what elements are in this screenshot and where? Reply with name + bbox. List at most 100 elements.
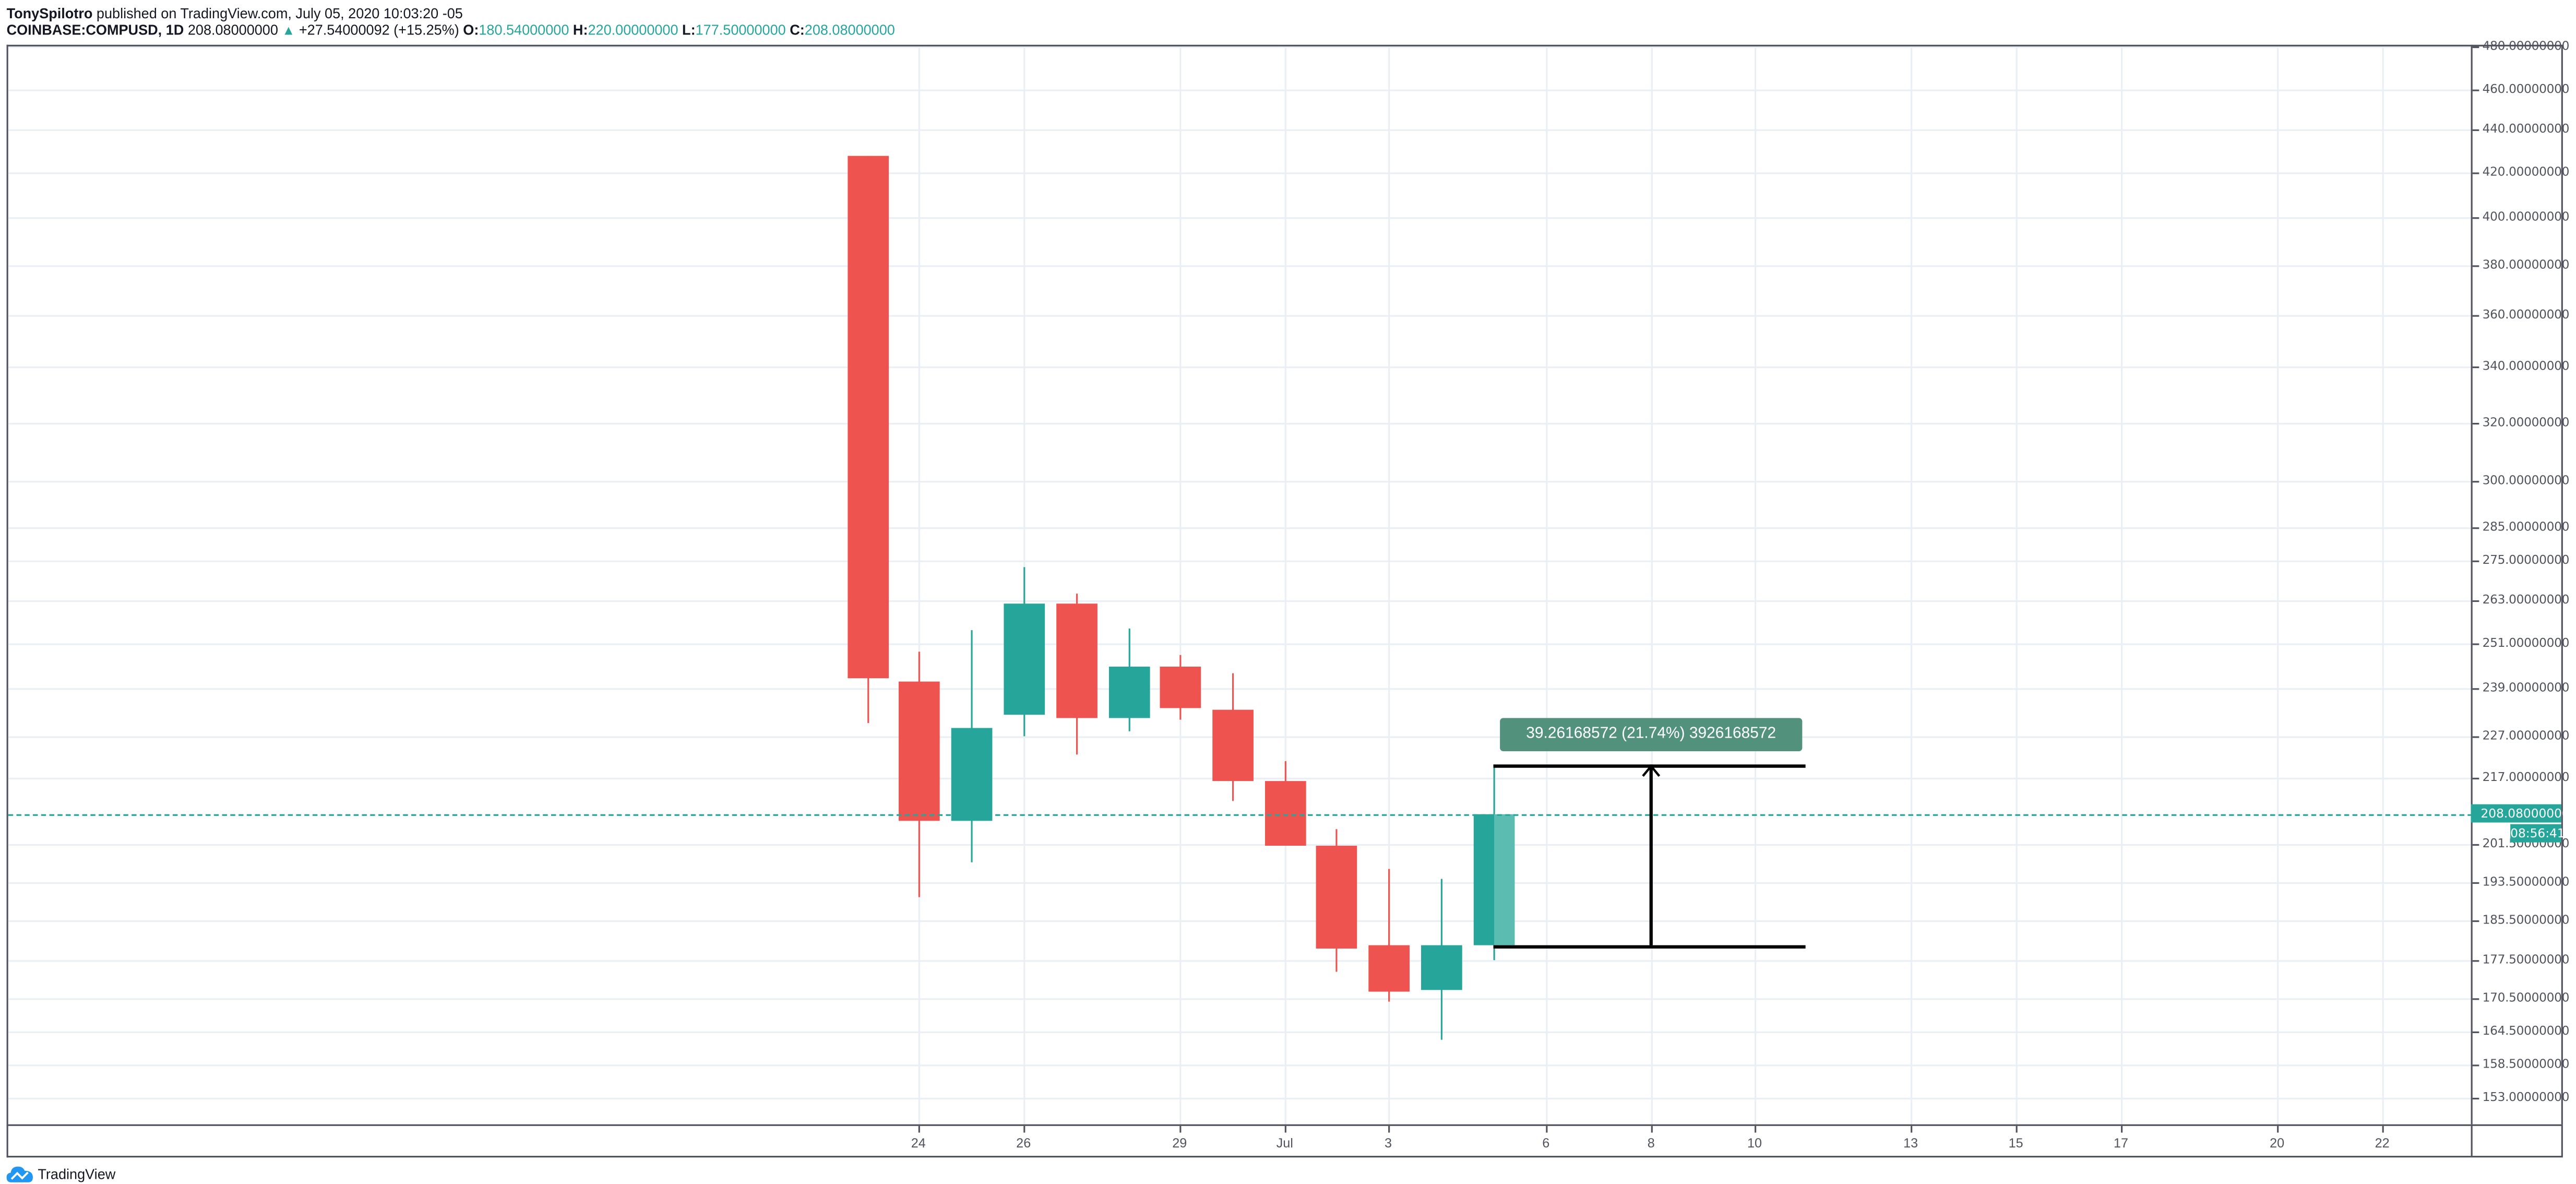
time-tick <box>1755 1126 1757 1133</box>
vertical-gridline <box>2121 46 2123 1124</box>
bar-countdown-tag: 08:56:41 <box>2510 824 2565 843</box>
horizontal-gridline <box>8 265 2471 267</box>
price-change: +27.54000092 (+15.25%) <box>299 21 459 39</box>
vertical-gridline <box>1388 46 1390 1124</box>
horizontal-gridline <box>8 960 2471 962</box>
horizontal-gridline <box>8 217 2471 219</box>
price-tick <box>2472 1097 2479 1100</box>
measure-bottom-line[interactable] <box>1493 945 1806 948</box>
time-tick <box>1179 1126 1182 1133</box>
time-label: 10 <box>1747 1135 1762 1151</box>
candle-body[interactable] <box>898 681 940 821</box>
price-tick <box>2472 89 2479 91</box>
candle-body[interactable] <box>1056 603 1098 718</box>
price-tick <box>2472 366 2479 369</box>
tradingview-footer[interactable]: TradingView <box>6 1164 115 1184</box>
price-label: 217.00000000 <box>2482 769 2570 785</box>
candle-body[interactable] <box>951 728 993 821</box>
candle-body[interactable] <box>1212 709 1254 782</box>
time-tick <box>1546 1126 1548 1133</box>
price-tick <box>2472 777 2479 779</box>
horizontal-gridline <box>8 1064 2471 1067</box>
price-tick <box>2472 643 2479 645</box>
price-label: 420.00000000 <box>2482 164 2570 180</box>
price-tick <box>2472 217 2479 219</box>
candle-body[interactable] <box>1265 781 1306 846</box>
horizontal-gridline <box>8 882 2471 884</box>
horizontal-gridline <box>8 920 2471 922</box>
vertical-gridline <box>1755 46 1757 1124</box>
price-tick <box>2472 265 2479 267</box>
horizontal-gridline <box>8 998 2471 1000</box>
price-tick <box>2472 423 2479 425</box>
candle-body[interactable] <box>1108 666 1150 718</box>
time-label: 13 <box>1903 1135 1918 1151</box>
up-triangle-icon: ▲ <box>282 23 295 39</box>
candle-body[interactable] <box>1316 846 1357 949</box>
price-tick <box>2472 1031 2479 1033</box>
price-label: 340.00000000 <box>2482 358 2570 373</box>
candle-body[interactable] <box>1473 814 1515 945</box>
measure-label[interactable]: 39.26168572 (21.74%) 3926168572 <box>1500 718 1803 751</box>
time-tick <box>1388 1126 1390 1133</box>
candle-body[interactable] <box>1368 945 1410 992</box>
horizontal-gridline <box>8 643 2471 645</box>
candle-body[interactable] <box>1004 603 1045 715</box>
horizontal-gridline <box>8 560 2471 562</box>
candle-body[interactable] <box>1160 666 1201 708</box>
time-tick <box>918 1126 920 1133</box>
time-label: 22 <box>2375 1135 2390 1151</box>
time-tick <box>2382 1126 2384 1133</box>
horizontal-gridline <box>8 89 2471 91</box>
candle-body[interactable] <box>1421 945 1462 990</box>
horizontal-gridline <box>8 688 2471 690</box>
price-label: 285.00000000 <box>2482 519 2570 534</box>
author-name[interactable]: TonySpilotro <box>6 5 93 22</box>
horizontal-gridline <box>8 172 2471 174</box>
candle-body[interactable] <box>848 156 889 679</box>
price-chart-pane[interactable]: 39.26168572 (21.74%) 3926168572 <box>6 44 2471 1124</box>
symbol-info-bar: COINBASE:COMPUSD, 1D 208.08000000 ▲ +27.… <box>7 21 895 38</box>
time-label: 24 <box>911 1135 926 1151</box>
axis-corner <box>2471 1124 2563 1158</box>
time-label: 17 <box>2114 1135 2129 1151</box>
horizontal-gridline <box>8 129 2471 131</box>
vertical-gridline <box>1179 46 1182 1124</box>
price-tick <box>2472 920 2479 922</box>
vertical-gridline <box>2277 46 2279 1124</box>
vertical-gridline <box>1911 46 1913 1124</box>
price-label: 275.00000000 <box>2482 552 2570 567</box>
time-label: 20 <box>2270 1135 2285 1151</box>
time-tick <box>1023 1126 1025 1133</box>
price-tick <box>2472 1064 2479 1067</box>
low-value: 177.50000000 <box>695 21 786 39</box>
price-label: 300.00000000 <box>2482 472 2570 488</box>
symbol-name[interactable]: COINBASE:COMPUSD, 1D <box>6 21 184 39</box>
price-tick <box>2472 129 2479 131</box>
price-tick <box>2472 600 2479 602</box>
open-value: 180.54000000 <box>479 21 569 39</box>
measure-arrow-shaft <box>1649 764 1652 945</box>
price-label: 400.00000000 <box>2482 209 2570 224</box>
price-label: 158.50000000 <box>2482 1056 2570 1072</box>
price-label: 177.50000000 <box>2482 952 2570 967</box>
time-tick <box>2277 1126 2279 1133</box>
price-tick <box>2472 46 2479 49</box>
close-label: C: <box>790 21 805 39</box>
time-tick <box>2016 1126 2018 1133</box>
price-label: 193.50000000 <box>2482 874 2570 889</box>
price-label: 164.50000000 <box>2482 1023 2570 1038</box>
tradingview-cloud-icon <box>6 1166 33 1182</box>
time-tick <box>1284 1126 1286 1133</box>
open-label: O: <box>463 21 479 39</box>
price-tick <box>2472 960 2479 962</box>
price-label: 380.00000000 <box>2482 257 2570 272</box>
publish-info: TonySpilotro published on TradingView.co… <box>7 5 463 22</box>
price-axis[interactable]: 480.00000000 460.00000000 440.00000000 420.… <box>2471 38 2569 1124</box>
price-tick <box>2472 560 2479 562</box>
time-axis[interactable]: 24 26 29 Jul 3 6 8 10 13 15 17 20 22 <box>6 1124 2471 1158</box>
price-label: 251.00000000 <box>2482 635 2570 650</box>
price-label: 170.50000000 <box>2482 990 2570 1005</box>
price-tick <box>2472 315 2479 317</box>
price-tick <box>2472 844 2479 846</box>
